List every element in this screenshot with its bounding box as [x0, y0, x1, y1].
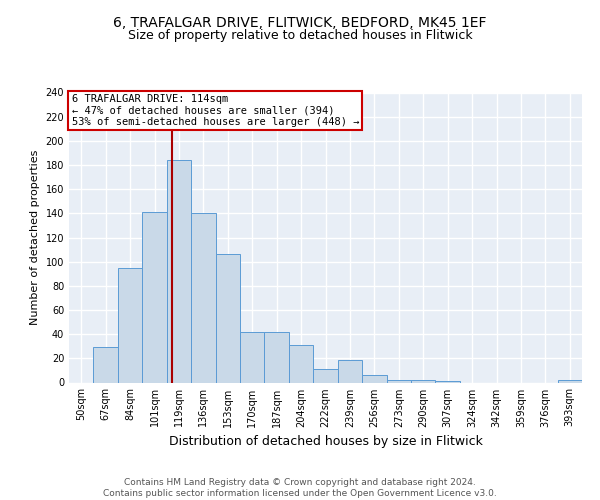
Bar [411, 380, 436, 382]
Text: Contains HM Land Registry data © Crown copyright and database right 2024.
Contai: Contains HM Land Registry data © Crown c… [103, 478, 497, 498]
Bar [313, 369, 338, 382]
X-axis label: Distribution of detached houses by size in Flitwick: Distribution of detached houses by size … [169, 435, 482, 448]
Bar [362, 375, 386, 382]
Bar [118, 268, 142, 382]
Y-axis label: Number of detached properties: Number of detached properties [30, 150, 40, 325]
Bar [289, 345, 313, 383]
Bar [142, 212, 167, 382]
Bar [386, 380, 411, 382]
Text: 6, TRAFALGAR DRIVE, FLITWICK, BEDFORD, MK45 1EF: 6, TRAFALGAR DRIVE, FLITWICK, BEDFORD, M… [113, 16, 487, 30]
Bar [265, 332, 289, 382]
Bar [94, 348, 118, 382]
Bar [338, 360, 362, 382]
Text: 6 TRAFALGAR DRIVE: 114sqm
← 47% of detached houses are smaller (394)
53% of semi: 6 TRAFALGAR DRIVE: 114sqm ← 47% of detac… [71, 94, 359, 127]
Bar [215, 254, 240, 382]
Bar [191, 214, 215, 382]
Bar [167, 160, 191, 382]
Bar [240, 332, 265, 382]
Bar [557, 380, 582, 382]
Text: Size of property relative to detached houses in Flitwick: Size of property relative to detached ho… [128, 29, 472, 42]
